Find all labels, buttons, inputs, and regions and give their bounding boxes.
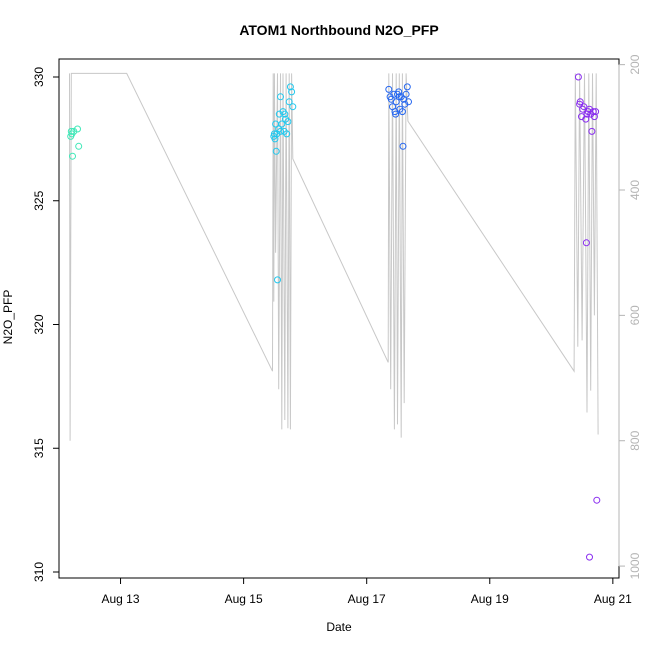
x-tick-label: Aug 15: [225, 592, 263, 606]
data-point: [285, 98, 293, 106]
data-point: [74, 125, 81, 133]
x-tick-label: Aug 17: [348, 592, 386, 606]
plot-area-frame: [58, 58, 620, 579]
data-point: [574, 73, 582, 81]
data-point: [403, 83, 411, 91]
y-tick-label: 325: [32, 190, 46, 210]
data-point: [582, 239, 590, 247]
data-point: [288, 88, 296, 96]
trace-line: [69, 72, 599, 441]
data-point: [395, 93, 403, 101]
x-axis: Aug 13 Aug 15 Aug 17 Aug 19 Aug 21: [102, 577, 632, 606]
data-points: [67, 73, 601, 561]
data-point: [402, 90, 410, 98]
data-point: [582, 115, 590, 123]
data-point: [392, 110, 400, 118]
x-tick-label: Aug 21: [594, 592, 632, 606]
right-tick-label: 600: [628, 305, 642, 325]
data-point: [592, 108, 600, 116]
right-tick-label: 800: [628, 430, 642, 450]
data-point: [281, 110, 289, 118]
data-point: [588, 127, 596, 135]
data-point: [590, 113, 598, 121]
data-point: [405, 98, 412, 106]
data-point: [586, 553, 593, 561]
right-axis-trace: [69, 72, 599, 441]
data-point: [286, 83, 294, 91]
data-point: [277, 93, 284, 101]
data-point: [272, 147, 280, 155]
data-point: [283, 130, 291, 138]
y-tick-label: 330: [32, 67, 46, 87]
y-axis-label: N2O_PFP: [1, 290, 15, 345]
y-tick-label: 310: [32, 562, 46, 582]
data-point: [401, 100, 409, 108]
x-tick-label: Aug 13: [102, 592, 140, 606]
data-point: [284, 118, 292, 126]
right-tick-label: 400: [628, 180, 642, 200]
data-point: [277, 127, 284, 135]
data-point: [399, 142, 407, 150]
data-point: [593, 496, 601, 504]
right-tick-label: 1000: [628, 552, 642, 579]
data-point: [75, 142, 83, 150]
data-point: [278, 120, 286, 128]
x-axis-label: Date: [326, 620, 352, 634]
data-point: [270, 130, 278, 138]
y-tick-label: 320: [32, 314, 46, 334]
right-tick-label: 200: [628, 54, 642, 74]
data-point: [580, 103, 588, 111]
x-tick-label: Aug 19: [471, 592, 509, 606]
data-point: [586, 105, 593, 113]
data-point: [289, 103, 297, 111]
y-axis: 310 315 320 325 330: [32, 67, 60, 582]
data-point: [398, 108, 406, 116]
data-point: [69, 152, 76, 160]
data-point: [392, 98, 400, 106]
data-point: [274, 276, 281, 284]
right-axis: 200 400 600 800 1000: [618, 54, 642, 579]
data-point: [70, 127, 78, 135]
chart-title: ATOM1 Northbound N2O_PFP: [239, 22, 438, 38]
data-point: [576, 98, 584, 106]
data-point: [385, 85, 393, 93]
y-tick-label: 315: [32, 438, 46, 458]
data-point: [589, 108, 597, 116]
